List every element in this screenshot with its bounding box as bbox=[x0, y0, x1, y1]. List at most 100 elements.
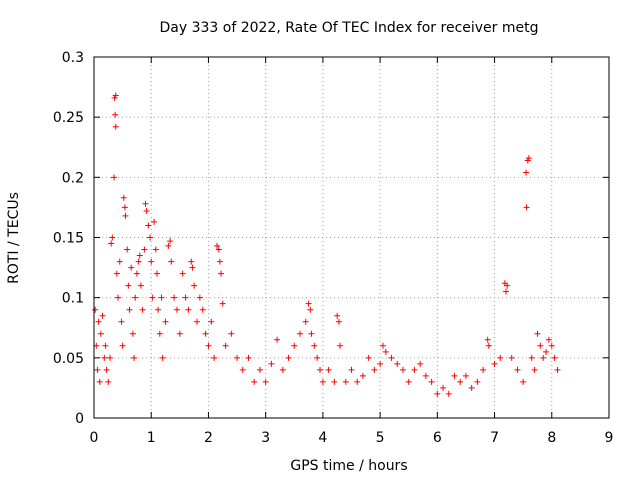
data-point bbox=[307, 306, 314, 313]
data-point bbox=[335, 318, 342, 325]
data-point bbox=[214, 242, 221, 249]
x-tick-label: 4 bbox=[318, 430, 327, 446]
data-point bbox=[485, 342, 492, 349]
x-tick-label: 0 bbox=[90, 430, 99, 446]
data-point bbox=[228, 330, 235, 337]
data-point bbox=[523, 169, 530, 176]
data-point bbox=[508, 354, 515, 361]
data-point bbox=[551, 354, 558, 361]
x-tick-label: 9 bbox=[605, 430, 614, 446]
data-point bbox=[119, 342, 126, 349]
data-point bbox=[311, 342, 318, 349]
data-point bbox=[545, 336, 552, 343]
data-point bbox=[147, 234, 154, 241]
data-point bbox=[103, 366, 110, 373]
data-point bbox=[99, 312, 106, 319]
y-tick-label: 0.05 bbox=[53, 351, 84, 367]
data-point bbox=[234, 354, 241, 361]
data-point bbox=[462, 372, 469, 379]
data-point bbox=[531, 366, 538, 373]
y-axis-title: ROTI / TECUs bbox=[6, 192, 22, 284]
x-tick-labels: 0 1 2 3 4 5 6 7 8 9 bbox=[90, 430, 614, 446]
data-point bbox=[388, 354, 395, 361]
data-point bbox=[208, 318, 215, 325]
data-point bbox=[216, 258, 223, 265]
data-point bbox=[377, 360, 384, 367]
data-points bbox=[92, 92, 561, 397]
data-point bbox=[97, 330, 104, 337]
data-point bbox=[514, 366, 521, 373]
data-point bbox=[107, 354, 114, 361]
data-point bbox=[133, 270, 140, 277]
data-point bbox=[405, 378, 412, 385]
data-point bbox=[222, 342, 229, 349]
data-point bbox=[279, 366, 286, 373]
data-point bbox=[149, 294, 156, 301]
data-point bbox=[268, 360, 275, 367]
data-point bbox=[528, 354, 535, 361]
data-point bbox=[211, 354, 218, 361]
data-point bbox=[245, 354, 252, 361]
x-tick-label: 3 bbox=[261, 430, 270, 446]
data-point bbox=[191, 282, 198, 289]
data-point bbox=[354, 378, 361, 385]
data-point bbox=[148, 258, 155, 265]
data-point bbox=[334, 312, 341, 319]
data-point bbox=[115, 294, 122, 301]
data-point bbox=[102, 342, 109, 349]
data-point bbox=[111, 174, 118, 181]
data-point bbox=[331, 378, 338, 385]
data-point bbox=[422, 372, 429, 379]
data-point bbox=[379, 342, 386, 349]
data-point bbox=[126, 306, 133, 313]
data-point bbox=[554, 366, 561, 373]
data-point bbox=[176, 330, 183, 337]
data-point bbox=[94, 366, 101, 373]
data-point bbox=[215, 246, 222, 253]
data-point bbox=[417, 360, 424, 367]
y-tick-label: 0.25 bbox=[53, 110, 84, 126]
x-axis-title: GPS time / hours bbox=[290, 458, 407, 474]
data-point bbox=[537, 342, 544, 349]
data-point bbox=[484, 336, 491, 343]
data-point bbox=[179, 270, 186, 277]
data-point bbox=[202, 330, 209, 337]
data-point bbox=[116, 258, 123, 265]
data-point bbox=[156, 330, 163, 337]
data-point bbox=[125, 282, 132, 289]
data-point bbox=[262, 378, 269, 385]
data-point bbox=[142, 200, 149, 207]
data-point bbox=[132, 294, 139, 301]
y-tick-label: 0.1 bbox=[62, 291, 84, 307]
data-point bbox=[129, 330, 136, 337]
data-point bbox=[108, 240, 115, 247]
data-point bbox=[497, 354, 504, 361]
grid-lines bbox=[94, 57, 609, 418]
y-tick-label: 0.15 bbox=[53, 231, 84, 247]
data-point bbox=[135, 258, 142, 265]
data-point bbox=[219, 300, 226, 307]
data-point bbox=[105, 378, 112, 385]
data-point bbox=[256, 366, 263, 373]
data-point bbox=[451, 372, 458, 379]
data-point bbox=[121, 204, 128, 211]
x-tick-label: 2 bbox=[204, 430, 213, 446]
data-point bbox=[308, 330, 315, 337]
data-point bbox=[474, 378, 481, 385]
data-point bbox=[120, 194, 127, 201]
data-point bbox=[205, 342, 212, 349]
data-point bbox=[540, 354, 547, 361]
chart-title: Day 333 of 2022, Rate Of TEC Index for r… bbox=[160, 20, 539, 36]
data-point bbox=[394, 360, 401, 367]
data-point bbox=[291, 342, 298, 349]
data-point bbox=[131, 354, 138, 361]
data-point bbox=[239, 366, 246, 373]
data-point bbox=[113, 270, 120, 277]
data-point bbox=[137, 282, 144, 289]
data-point bbox=[185, 306, 192, 313]
data-point bbox=[101, 354, 108, 361]
data-point bbox=[165, 242, 172, 249]
data-point bbox=[285, 354, 292, 361]
y-tick-label: 0 bbox=[75, 411, 84, 427]
